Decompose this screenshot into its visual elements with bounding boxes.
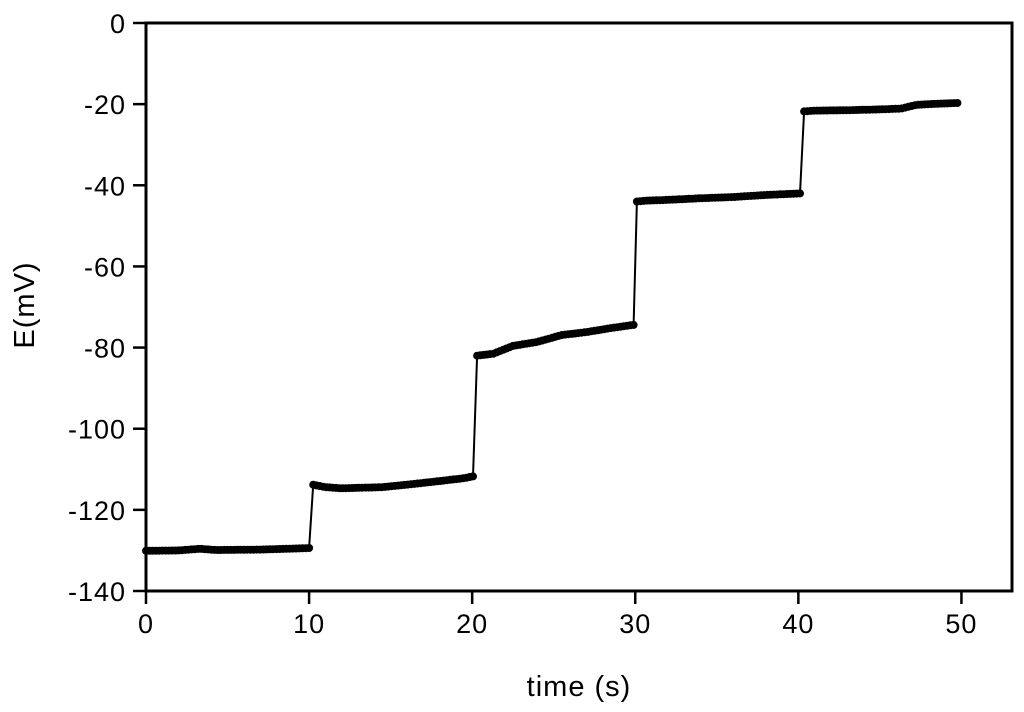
x-axis-tick-label: 10 bbox=[293, 609, 325, 639]
series-line bbox=[146, 102, 958, 552]
data-point bbox=[629, 320, 638, 329]
y-axis-tick-label: -140 bbox=[68, 577, 126, 607]
data-point bbox=[796, 189, 804, 198]
y-axis-tick-label: -60 bbox=[84, 252, 126, 282]
x-axis-title: time (s) bbox=[527, 671, 632, 703]
y-axis-tick-label: -80 bbox=[84, 334, 126, 364]
data-series bbox=[142, 99, 962, 555]
y-axis-tick-label: 0 bbox=[110, 9, 126, 39]
x-axis-tick-label: 20 bbox=[456, 609, 488, 639]
x-axis-tick-label: 50 bbox=[945, 609, 977, 639]
x-axis-tick-label: 0 bbox=[138, 609, 154, 639]
data-point bbox=[469, 472, 477, 481]
data-point bbox=[305, 544, 314, 552]
x-axis-ticks: 0 10 20 30 40 50 bbox=[138, 591, 977, 639]
x-axis-tick-label: 40 bbox=[782, 609, 814, 639]
data-point bbox=[953, 99, 962, 107]
y-axis-tick-label: -20 bbox=[84, 90, 126, 120]
plot-frame bbox=[144, 21, 1014, 593]
x-axis-tick-label: 30 bbox=[619, 609, 651, 639]
y-axis-tick-label: -40 bbox=[84, 171, 126, 201]
y-axis-tick-label: -120 bbox=[68, 496, 126, 526]
y-axis-tick-label: -100 bbox=[68, 415, 126, 445]
y-axis-title: E(mV) bbox=[9, 261, 41, 348]
y-axis-ticks: 0 -20 -40 -60 -80 -100 -120 -140 bbox=[68, 9, 146, 607]
